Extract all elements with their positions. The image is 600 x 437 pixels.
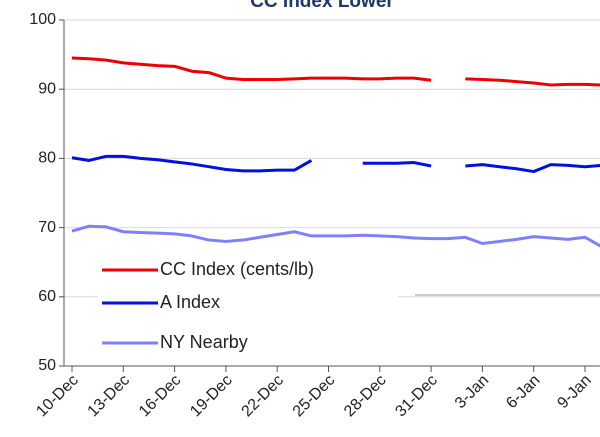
- x-tick-label: 9-Jan: [554, 372, 594, 412]
- series-line: [465, 77, 600, 87]
- series-line: [465, 163, 600, 174]
- y-tick-label: 60: [38, 288, 56, 305]
- y-tick-label: 50: [38, 357, 56, 374]
- legend-label: NY Nearby: [160, 332, 248, 352]
- legend-label: A Index: [160, 292, 220, 312]
- series-line: [71, 154, 313, 173]
- x-tick-label: 22-Dec: [239, 372, 288, 421]
- x-tick-label: 28-Dec: [341, 372, 390, 421]
- x-tick-label: 10-Dec: [33, 372, 82, 421]
- series-line: [362, 161, 432, 168]
- series-line: [71, 56, 432, 82]
- x-tick-label: 13-Dec: [85, 372, 134, 421]
- chart-title: CC Index Lower: [250, 0, 394, 12]
- x-tick-label: 31-Dec: [392, 372, 441, 421]
- y-tick-label: 100: [29, 11, 56, 28]
- x-tick-label: 19-Dec: [187, 372, 236, 421]
- x-tick-label: 6-Jan: [503, 372, 543, 412]
- y-tick-label: 70: [38, 219, 56, 236]
- y-tick-label: 90: [38, 80, 56, 97]
- x-tick-label: 25-Dec: [290, 372, 339, 421]
- series-line: [71, 224, 600, 248]
- y-tick-label: 80: [38, 150, 56, 167]
- x-tick-label: 3-Jan: [452, 372, 492, 412]
- legend-label: CC Index (cents/lb): [160, 259, 314, 279]
- x-tick-label: 16-Dec: [136, 372, 185, 421]
